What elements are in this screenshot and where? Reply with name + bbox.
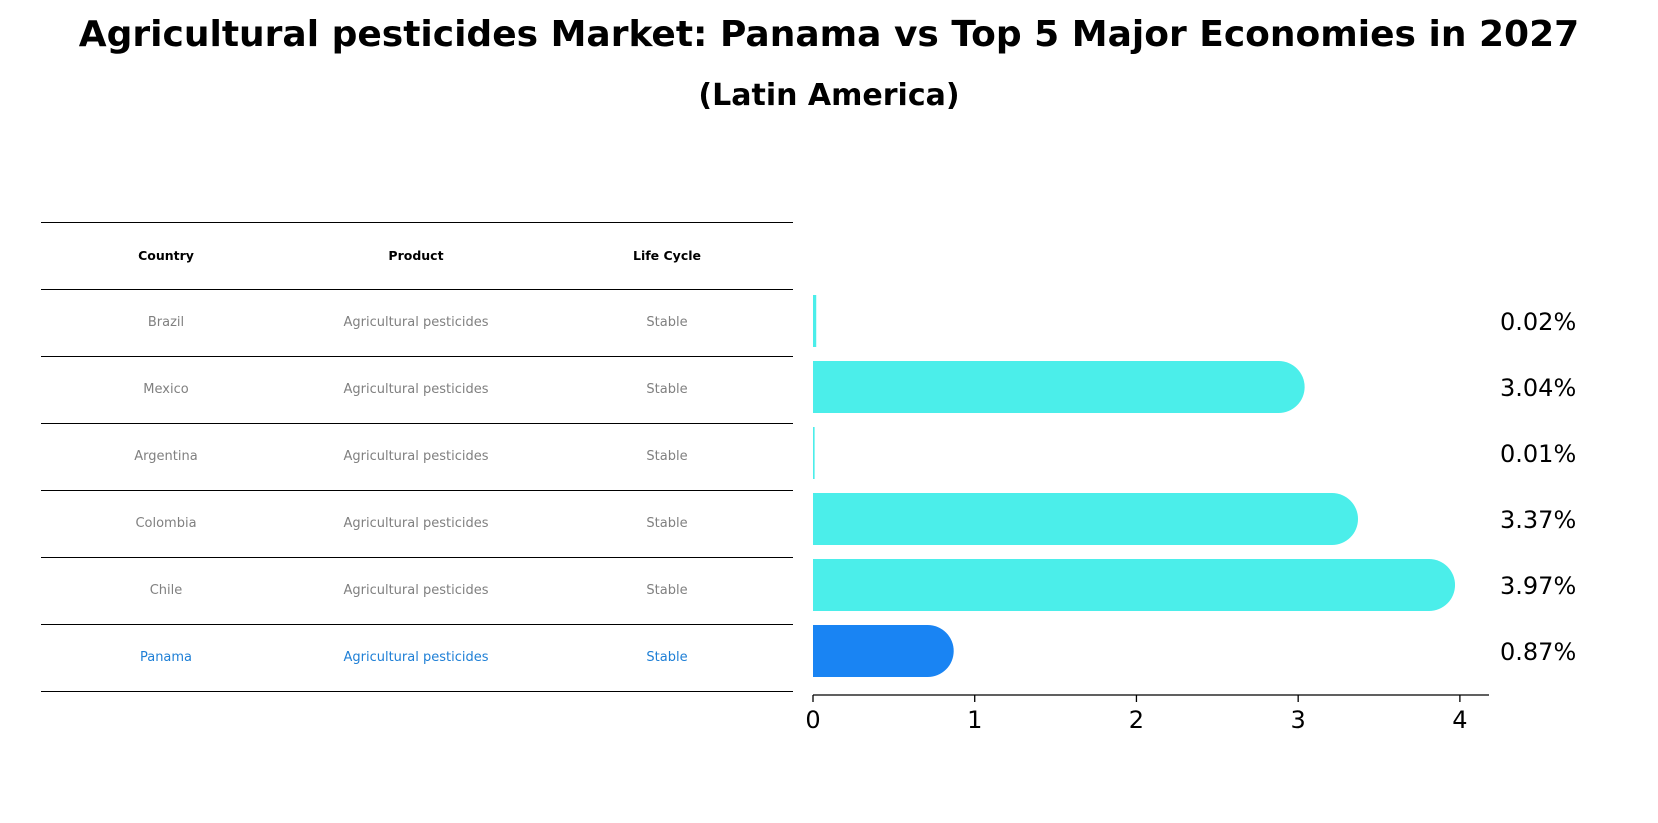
product-cell: Agricultural pesticides [343,516,489,531]
country-cell: Brazil [147,315,185,330]
product-cell: Agricultural pesticides [343,650,489,665]
header-product: Product [388,248,444,263]
table-header-row: Country Product Life Cycle [41,222,793,289]
chart-subtitle: (Latin America) [698,78,960,113]
table-row: Brazil Agricultural pesticides Stable [41,289,793,356]
life-cycle-cell: Stable [646,583,688,598]
header-life-cycle: Life Cycle [632,248,701,263]
market-table: Country Product Life Cycle Brazil Agricu… [41,222,793,692]
product-cell: Agricultural pesticides [343,315,489,330]
value-label: 3.37% [1500,506,1576,534]
value-label: 3.04% [1500,374,1576,402]
country-cell: Mexico [143,382,189,397]
bar-mexico [813,361,1305,413]
product-cell: Agricultural pesticides [343,449,489,464]
table-row: Argentina Agricultural pesticides Stable [41,423,793,490]
value-label: 0.01% [1500,440,1576,468]
bar-panama [813,625,954,677]
bar-argentina [813,427,815,479]
life-cycle-cell: Stable [646,382,688,397]
country-cell: Chile [149,583,183,598]
value-label: 3.97% [1500,572,1576,600]
table-row-highlight: Panama Agricultural pesticides Stable [41,624,793,692]
life-cycle-cell: Stable [646,315,688,330]
country-cell: Argentina [134,449,198,464]
header-country: Country [138,248,194,263]
product-cell: Agricultural pesticides [343,583,489,598]
value-label: 0.87% [1500,638,1576,666]
x-tick-label: 2 [1129,706,1144,734]
life-cycle-cell: Stable [646,650,688,665]
life-cycle-cell: Stable [646,449,688,464]
country-cell: Panama [139,650,193,665]
life-cycle-cell: Stable [646,516,688,531]
bar-brazil [813,295,817,347]
x-tick-label: 4 [1452,706,1467,734]
table-row: Mexico Agricultural pesticides Stable [41,356,793,423]
table-row: Chile Agricultural pesticides Stable [41,557,793,624]
bar-chile [813,559,1456,611]
table-row: Colombia Agricultural pesticides Stable [41,490,793,557]
product-cell: Agricultural pesticides [343,382,489,397]
value-label: 0.02% [1500,308,1576,336]
chart-title: Agricultural pesticides Market: Panama v… [78,14,1580,55]
x-tick-label: 3 [1291,706,1306,734]
x-tick-label: 0 [805,706,820,734]
x-tick-label: 1 [967,706,982,734]
country-cell: Colombia [135,516,197,531]
bar-colombia [813,493,1359,545]
